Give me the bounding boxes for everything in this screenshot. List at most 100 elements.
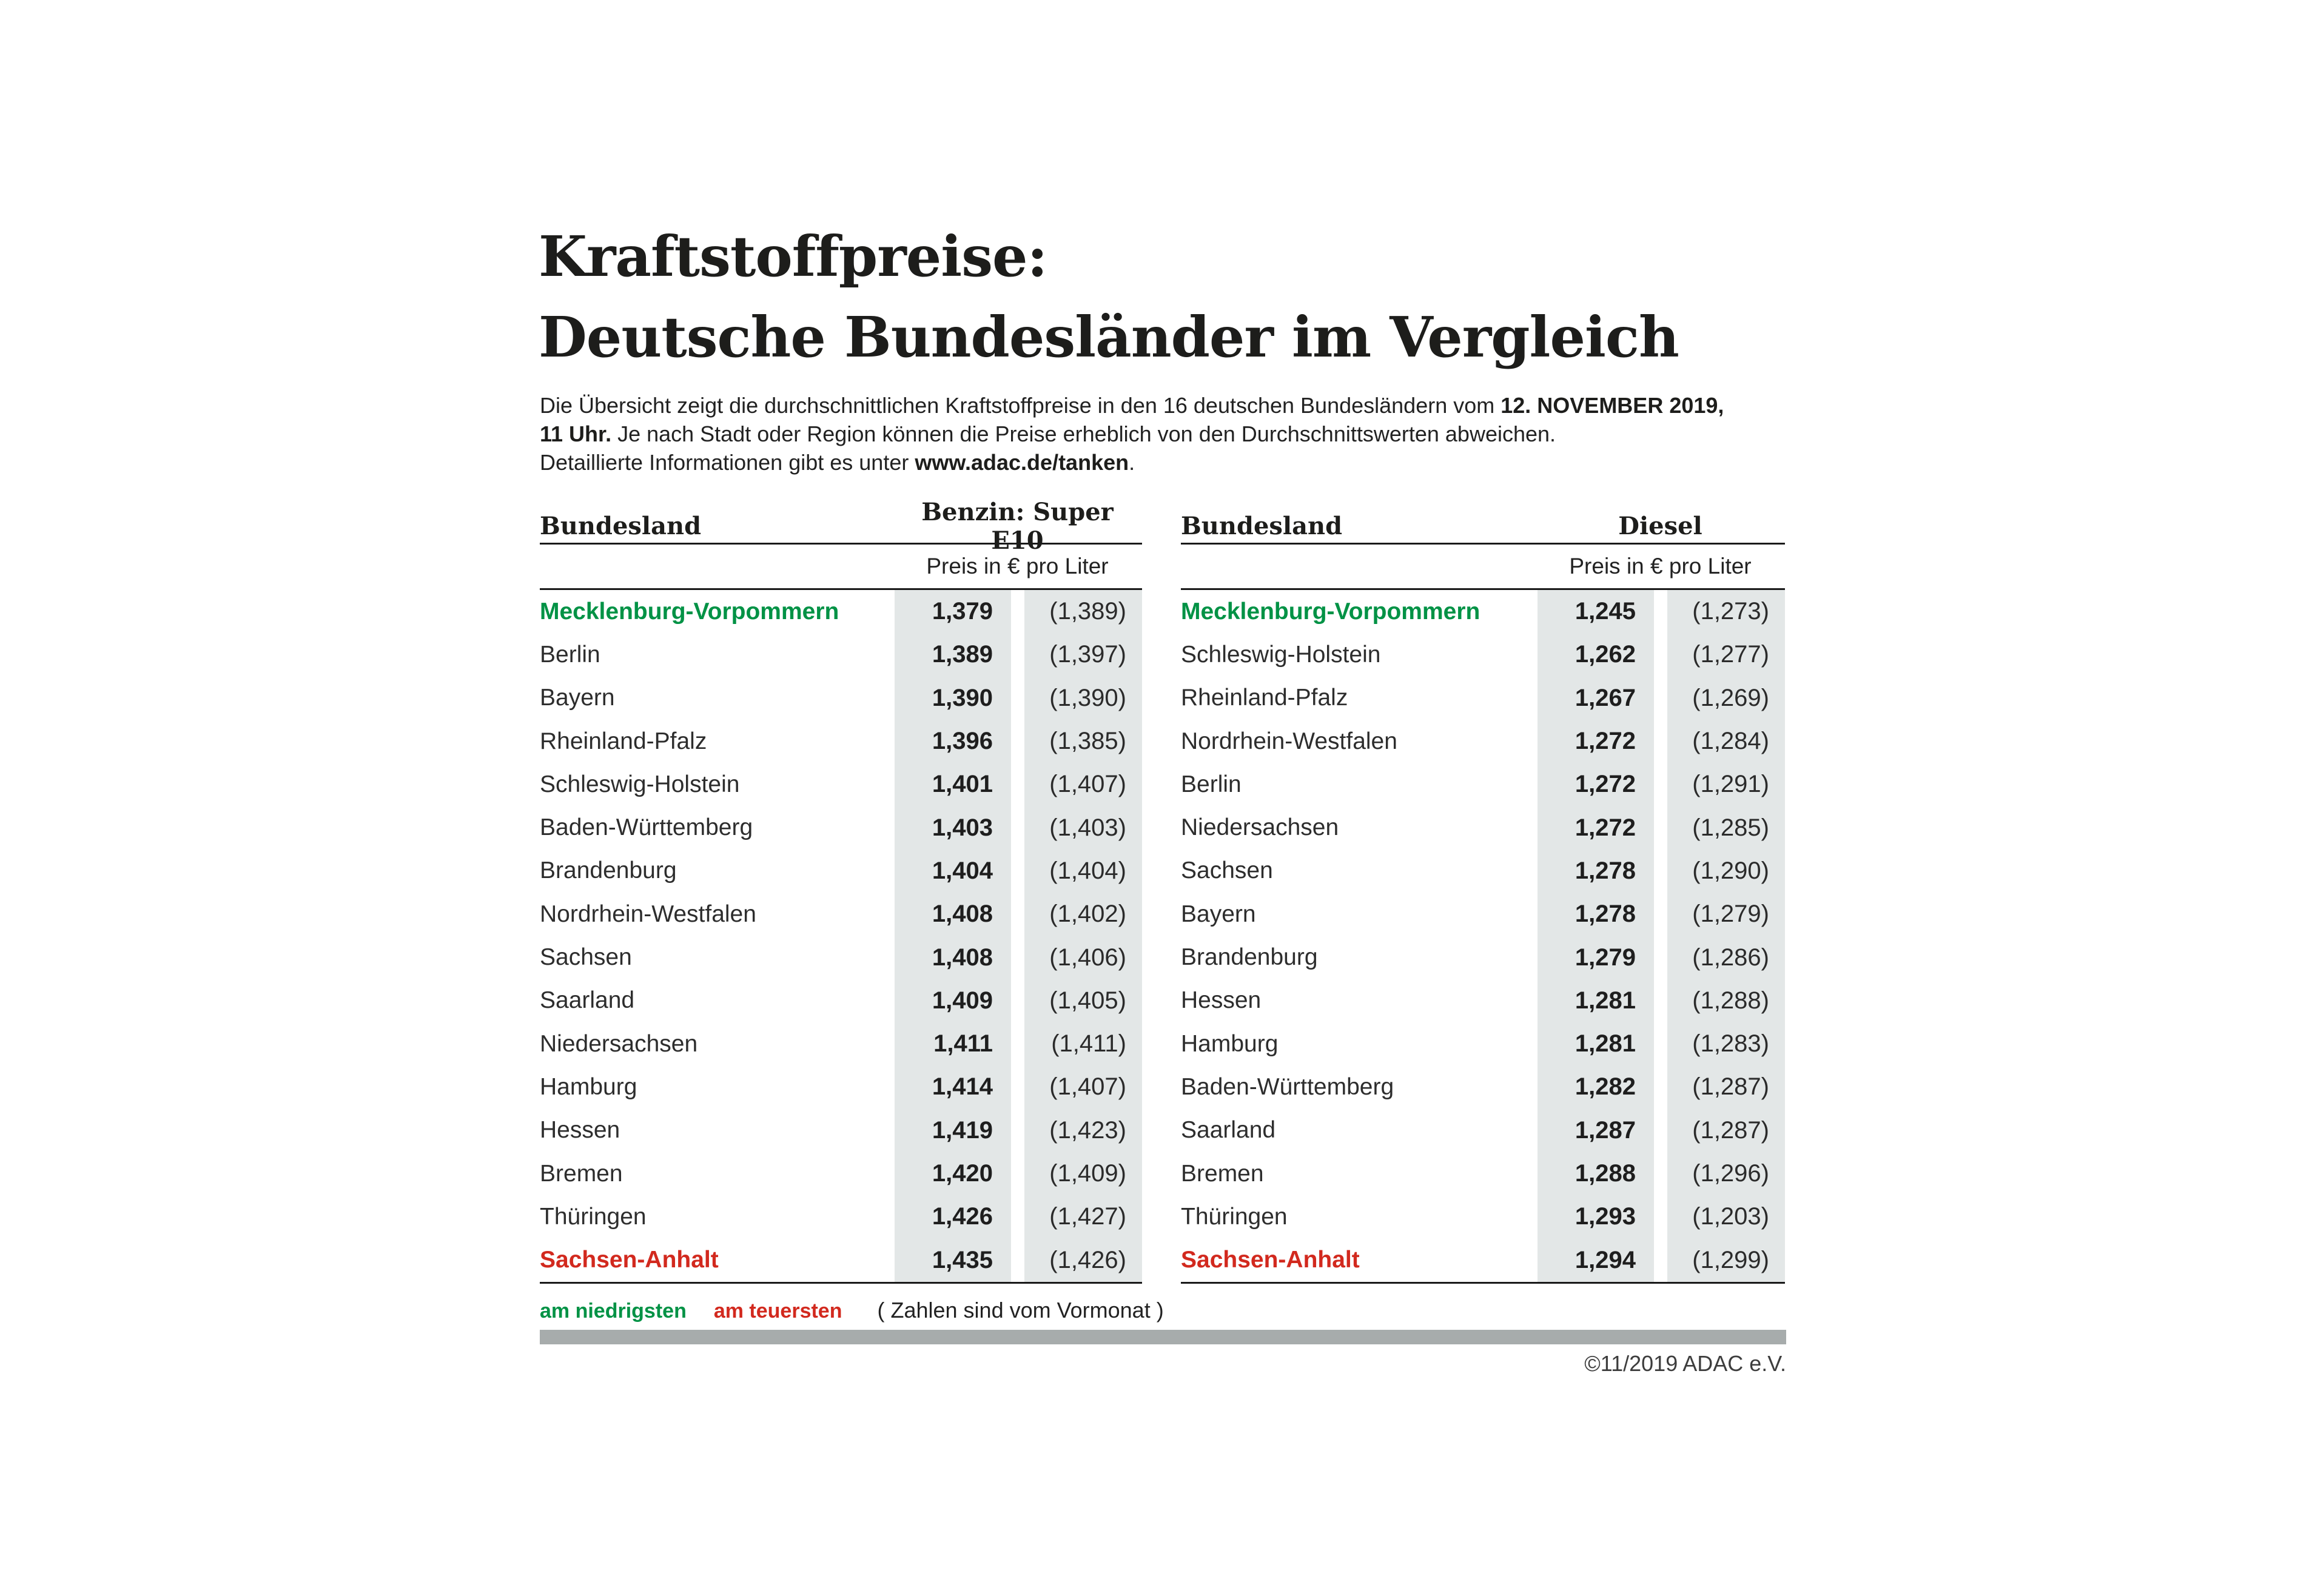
table-row: Brandenburg 1,404 (1,404) [540,849,1142,893]
intro-paragraph: Die Übersicht zeigt die durchschnittlich… [540,391,1724,477]
column-gap [1654,1022,1667,1066]
column-header-bundesland: Bundesland [1181,512,1343,540]
table-row: Nordrhein-Westfalen 1,272 (1,284) [1181,719,1785,763]
intro-text: . [1129,450,1135,475]
divider-line [1181,1281,1785,1284]
column-header-benzin: Benzin: Super E10 [921,497,1114,555]
divider-line [540,588,1142,590]
column-gap [1011,633,1024,677]
column-header-diesel: Diesel [1618,512,1702,540]
state-name: Sachsen [540,944,632,971]
column-gap [1011,590,1024,634]
state-name: Hessen [540,1117,620,1144]
table-row: Baden-Württemberg 1,282 (1,287) [1181,1065,1785,1109]
table-row: Sachsen-Anhalt 1,294 (1,299) [1181,1238,1785,1282]
previous-month-price: (1,203) [1667,1195,1785,1239]
divider-line [1181,543,1785,545]
legend: am niedrigsten am teuersten ( Zahlen sin… [540,1298,1164,1323]
previous-month-price: (1,286) [1667,936,1785,979]
diesel-table-subheader: Preis in € pro Liter [1181,545,1785,588]
column-gap [1654,1195,1667,1239]
current-price: 1,245 [1537,590,1654,634]
previous-month-price: (1,299) [1667,1238,1785,1282]
table-row: Bremen 1,420 (1,409) [540,1152,1142,1196]
column-header-bundesland: Bundesland [540,512,702,540]
current-price: 1,426 [895,1195,1011,1239]
current-price: 1,272 [1537,763,1654,806]
table-row: Saarland 1,409 (1,405) [540,979,1142,1022]
state-name: Schleswig-Holstein [540,771,740,797]
previous-month-price: (1,287) [1667,1065,1785,1109]
table-row: Bayern 1,278 (1,279) [1181,893,1785,936]
current-price: 1,379 [895,590,1011,634]
table-row: Sachsen 1,408 (1,406) [540,936,1142,979]
previous-month-price: (1,291) [1667,763,1785,806]
column-gap [1654,676,1667,720]
state-name: Nordrhein-Westfalen [1181,728,1397,754]
divider-line [540,543,1142,545]
previous-month-price: (1,409) [1024,1152,1142,1196]
table-row: Bremen 1,288 (1,296) [1181,1152,1785,1196]
page-title: Kraftstoffpreise: Deutsche Bundesländer … [539,216,1679,378]
previous-month-price: (1,269) [1667,676,1785,720]
column-gap [1654,719,1667,763]
column-gap [1654,893,1667,936]
state-name: Hamburg [540,1073,637,1100]
previous-month-price: (1,402) [1024,893,1142,936]
legend-highest: am teuersten [713,1299,842,1323]
table-row: Thüringen 1,293 (1,203) [1181,1195,1785,1239]
divider-line [540,1281,1142,1284]
table-row: Hamburg 1,281 (1,283) [1181,1022,1785,1066]
column-gap [1011,1065,1024,1109]
column-gap [1011,1195,1024,1239]
table-row: Nordrhein-Westfalen 1,408 (1,402) [540,893,1142,936]
benzin-table: Bundesland Benzin: Super E10 Preis in € … [540,498,1142,1284]
state-name: Niedersachsen [1181,814,1339,841]
previous-month-price: (1,283) [1667,1022,1785,1066]
intro-text: Die Übersicht zeigt die durchschnittlich… [540,393,1501,418]
state-name: Mecklenburg-Vorpommern [1181,598,1480,625]
column-gap [1011,676,1024,720]
state-name: Rheinland-Pfalz [1181,685,1348,711]
previous-month-price: (1,411) [1024,1022,1142,1066]
state-name: Nordrhein-Westfalen [540,900,756,927]
column-gap [1654,1238,1667,1282]
previous-month-price: (1,385) [1024,719,1142,763]
table-row: Berlin 1,389 (1,397) [540,633,1142,677]
column-gap [1654,763,1667,806]
current-price: 1,389 [895,633,1011,677]
column-gap [1654,633,1667,677]
previous-month-price: (1,390) [1024,676,1142,720]
column-gap [1011,806,1024,850]
current-price: 1,414 [895,1065,1011,1109]
previous-month-price: (1,426) [1024,1238,1142,1282]
state-name: Bayern [1181,900,1256,927]
current-price: 1,419 [895,1108,1011,1152]
current-price: 1,411 [895,1022,1011,1066]
current-price: 1,408 [895,936,1011,979]
table-row: Baden-Württemberg 1,403 (1,403) [540,806,1142,850]
current-price: 1,279 [1537,936,1654,979]
state-name: Mecklenburg-Vorpommern [540,598,839,625]
legend-note: ( Zahlen sind vom Vormonat ) [877,1298,1164,1323]
state-name: Baden-Württemberg [1181,1073,1394,1100]
state-name: Bayern [540,685,615,711]
footer-bar [540,1330,1786,1344]
current-price: 1,281 [1537,979,1654,1022]
state-name: Rheinland-Pfalz [540,728,707,754]
table-row: Schleswig-Holstein 1,262 (1,277) [1181,633,1785,677]
current-price: 1,262 [1537,633,1654,677]
table-row: Schleswig-Holstein 1,401 (1,407) [540,763,1142,806]
intro-date-bold: 12. NOVEMBER 2019, [1500,393,1724,418]
table-row: Niedersachsen 1,411 (1,411) [540,1022,1142,1066]
current-price: 1,278 [1537,893,1654,936]
previous-month-price: (1,284) [1667,719,1785,763]
table-row: Saarland 1,287 (1,287) [1181,1108,1785,1152]
current-price: 1,294 [1537,1238,1654,1282]
previous-month-price: (1,279) [1667,893,1785,936]
intro-url-bold: www.adac.de/tanken [915,450,1129,475]
previous-month-price: (1,290) [1667,849,1785,893]
state-name: Bremen [1181,1160,1264,1187]
previous-month-price: (1,406) [1024,936,1142,979]
